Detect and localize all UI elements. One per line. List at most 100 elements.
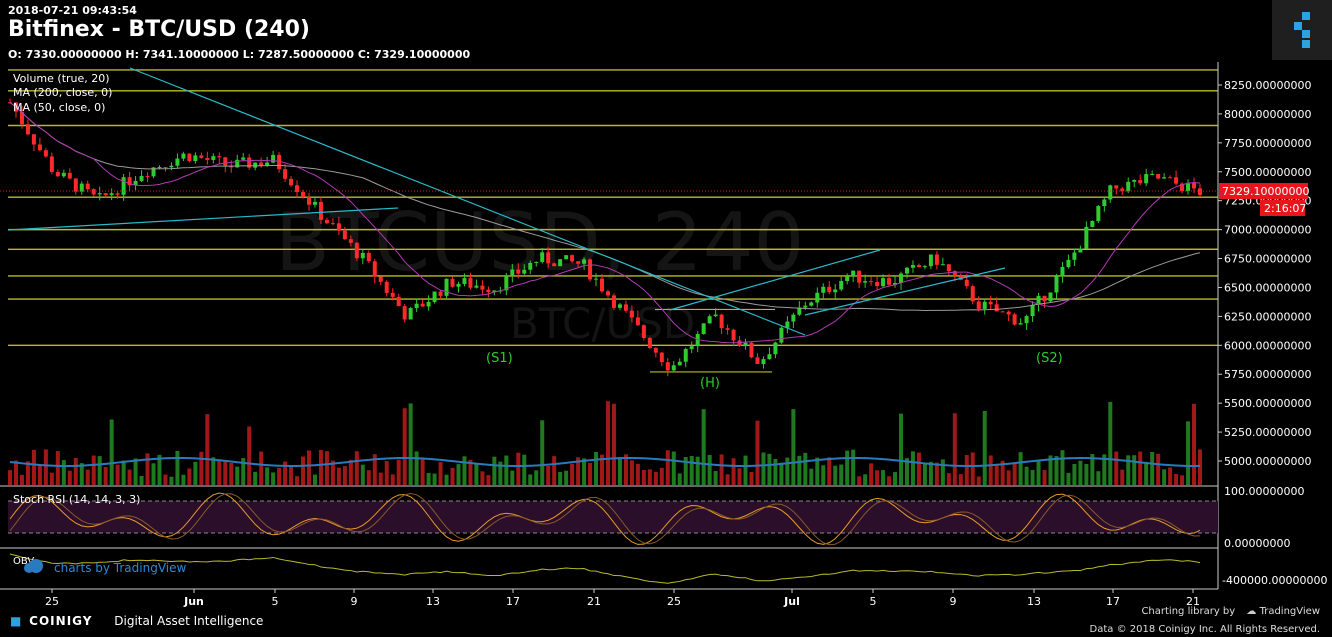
volume-bar	[414, 451, 419, 485]
volume-bar	[504, 455, 509, 485]
volume-bar	[301, 456, 306, 485]
volume-bar	[486, 475, 491, 485]
volume-bar	[809, 468, 814, 485]
candle	[1108, 185, 1113, 200]
volume-bar	[558, 471, 563, 485]
candle	[420, 303, 425, 307]
volume-bar	[755, 420, 760, 485]
volume-bar	[922, 462, 927, 485]
volume-bar	[671, 451, 676, 485]
stoch-k-line	[9, 492, 1201, 545]
volume-bar	[1060, 450, 1065, 485]
candle	[701, 323, 706, 334]
volume-bar	[623, 454, 628, 485]
candle	[169, 165, 174, 168]
volume-bar	[151, 463, 156, 485]
candle	[1006, 311, 1011, 315]
volume-bar	[546, 465, 551, 485]
ma50-legend[interactable]: MA (50, close, 0)	[13, 101, 105, 114]
candle	[25, 124, 30, 135]
candle	[641, 325, 646, 338]
candle	[713, 314, 718, 317]
volume-bar	[707, 454, 712, 485]
volume-bar	[19, 474, 24, 485]
volume-bar	[73, 457, 78, 485]
annotation-h: (H)	[700, 376, 720, 391]
price-tick-label: 6750.00000000	[1224, 253, 1311, 266]
candle	[731, 329, 736, 341]
price-tick-label: 6250.00000000	[1224, 310, 1311, 323]
volume-bar	[1156, 453, 1161, 485]
volume-bar	[773, 459, 778, 485]
volume-bar	[540, 420, 545, 485]
footer-brand: ■ COINIGY Digital Asset Intelligence	[10, 614, 263, 628]
volume-bar	[952, 413, 957, 485]
candle	[1024, 316, 1029, 324]
volume-bar	[318, 449, 323, 485]
candle	[617, 304, 622, 308]
volume-bar	[157, 454, 162, 485]
candle	[1090, 221, 1095, 227]
candle	[821, 286, 826, 293]
volume-bar	[109, 419, 114, 485]
candle	[91, 189, 96, 195]
candle	[55, 171, 60, 177]
candle	[342, 230, 347, 240]
candle	[151, 167, 156, 177]
ma200-legend[interactable]: MA (200, close, 0)	[13, 86, 112, 99]
volume-bar	[408, 403, 413, 485]
candle	[1156, 173, 1161, 179]
volume-bar	[163, 474, 168, 485]
candle	[671, 365, 676, 371]
countdown-tag	[1260, 200, 1305, 216]
candle	[318, 201, 323, 220]
volume-bar	[594, 451, 599, 485]
candle	[516, 269, 521, 274]
volume-bar	[1108, 401, 1113, 485]
charting-credit[interactable]: Charting library by ☁ TradingView	[1141, 606, 1320, 617]
volume-bar	[821, 465, 826, 485]
candle	[677, 361, 682, 366]
volume-bar	[839, 464, 844, 485]
volume-bar	[534, 470, 539, 485]
candle	[773, 342, 778, 355]
volume-bar	[600, 454, 605, 485]
coinigy-logo-icon[interactable]	[1272, 0, 1332, 60]
volume-bar	[498, 461, 503, 485]
stoch-tick-label: 100.00000000	[1224, 485, 1304, 498]
volume-bar	[348, 459, 353, 485]
tradingview-logo-icon: ☁	[1246, 606, 1257, 617]
candle	[1042, 295, 1047, 302]
volume-bar	[767, 453, 772, 485]
candle	[247, 157, 252, 168]
volume-legend[interactable]: Volume (true, 20)	[13, 72, 110, 85]
candle	[605, 291, 610, 296]
volume-bar	[49, 472, 54, 485]
volume-bar	[677, 473, 682, 485]
candle	[1168, 177, 1173, 179]
volume-bar	[384, 461, 389, 485]
volume-bar	[1150, 451, 1155, 485]
obv-legend[interactable]: OBV	[13, 556, 34, 567]
charting-credit-text: Charting library by	[1141, 606, 1236, 617]
candle	[1114, 185, 1119, 189]
candle	[253, 162, 258, 168]
candle	[522, 269, 527, 274]
channel-bottom-line	[804, 267, 1006, 316]
volume-bar	[354, 451, 359, 485]
watermark-main: BTCUSD, 240	[275, 196, 804, 289]
candle	[456, 283, 461, 287]
candle	[1102, 199, 1107, 207]
candle	[330, 223, 335, 225]
volume-bar	[522, 454, 527, 485]
candle	[372, 261, 377, 277]
ma50-line	[9, 102, 1201, 344]
price-tag	[1219, 183, 1308, 199]
volume-bar	[1042, 470, 1047, 485]
stoch-legend[interactable]: Stoch RSI (14, 14, 3, 3)	[13, 493, 140, 506]
volume-bar	[875, 470, 880, 485]
ohlc-readout: O: 7330.00000000 H: 7341.10000000 L: 728…	[8, 48, 471, 61]
candle	[582, 259, 587, 264]
tradingview-badge[interactable]: charts by TradingView	[24, 559, 186, 575]
